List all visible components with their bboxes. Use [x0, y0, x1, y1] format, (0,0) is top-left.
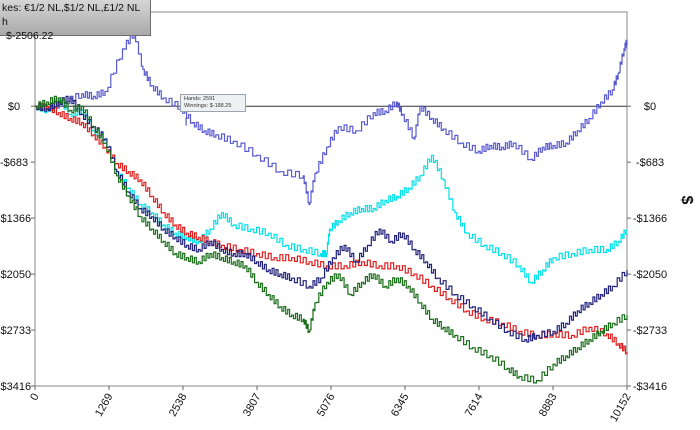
stakes-filter-text: kes: €1/2 NL,$1/2 NL,£1/2 NL [2, 2, 141, 14]
y-tick-label-left: -$1366 [0, 213, 31, 225]
y-tick-label-right: -$3416 [633, 381, 667, 393]
overlay-subtext: h [2, 16, 8, 28]
total-winnings-text: $-2506.22 [6, 30, 54, 42]
y-tick-label-right: -$1366 [633, 213, 667, 225]
y-tick-label-left: -$683 [0, 157, 28, 169]
x-tick-label: 5076 [315, 392, 338, 419]
y-tick-label-left: -$2733 [0, 325, 31, 337]
gridlines [31, 105, 631, 390]
x-tick-label: 8883 [537, 392, 560, 419]
y-tick-label-right: $0 [644, 101, 656, 113]
filter-info-box: kes: €1/2 NL,$1/2 NL,£1/2 NL h $-2506.22 [0, 0, 151, 42]
hover-tooltip: Hands: 2591 Winnings: $-188.25 [180, 94, 246, 112]
y-tick-label-right: -$2733 [633, 325, 667, 337]
y-tick-label-left: -$2050 [0, 269, 31, 281]
y-tick-label-right: -$2050 [633, 269, 667, 281]
x-tick-label: 10152 [608, 392, 634, 424]
series-line-3 [35, 102, 628, 355]
x-tick-label: 0 [28, 392, 41, 403]
x-tick-label: 3807 [241, 392, 264, 419]
y-tick-label-right: -$683 [636, 157, 664, 169]
series-line-1 [35, 31, 628, 206]
y-axis-label: $ [678, 196, 695, 205]
x-tick-label: 6345 [389, 392, 412, 419]
y-tick-label-left: -$3416 [0, 381, 31, 393]
y-tick-label-left: $0 [8, 101, 20, 113]
x-tick-label: 1269 [93, 392, 116, 419]
x-tick-label: 2538 [167, 392, 190, 419]
series-line-5 [35, 95, 628, 384]
plot-area [34, 11, 628, 387]
tooltip-hands: Hands: 2591 [184, 96, 216, 102]
series-layer [35, 31, 628, 384]
x-tick-label: 7614 [463, 392, 486, 419]
tooltip-winnings: Winnings: $-188.25 [184, 103, 232, 109]
